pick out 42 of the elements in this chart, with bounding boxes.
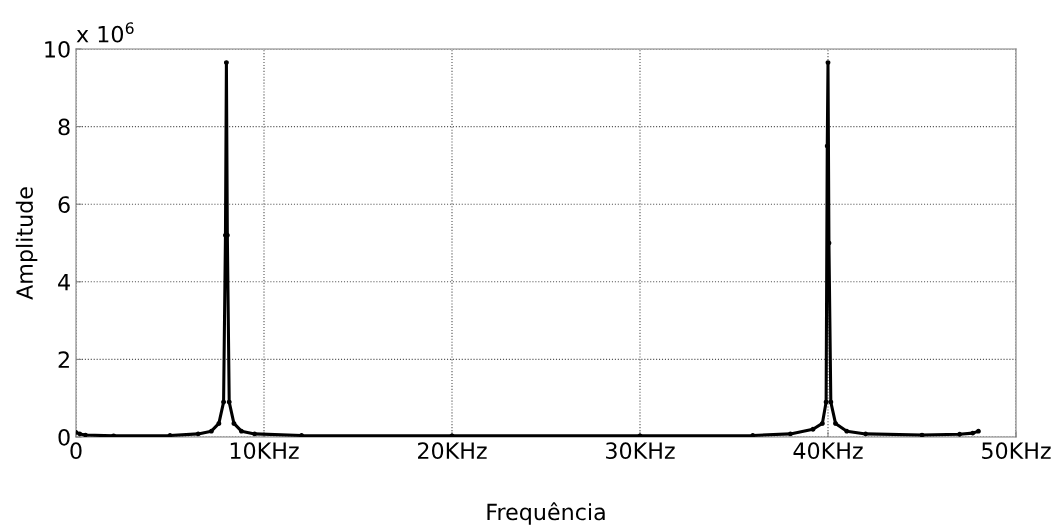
x-tick-label: 30KHz [606,442,675,460]
x-tick-label: 40KHz [793,442,863,460]
y-tick-label: 6 [58,196,70,213]
point [844,428,850,434]
x-tick-label: 0 [70,442,82,460]
point [787,431,793,437]
point [810,426,816,432]
point [299,433,305,437]
y-tick-label: 2 [58,351,69,368]
y-tick-label: 8 [58,118,70,136]
point [957,431,963,437]
x-tick-label: 10KHz [230,442,299,460]
point [226,399,232,405]
point [819,420,825,426]
point [208,428,214,434]
point [863,431,869,437]
point [825,60,831,66]
y-tick-label: 0 [58,428,70,446]
point [195,431,201,437]
x-tick-label: 20KHz [418,442,487,460]
point [833,420,838,426]
text: x 10$^{6}$ [76,22,134,43]
x-tick-label: 50KHz [982,442,1051,460]
point [975,428,981,434]
point [223,60,229,66]
point [919,432,925,437]
point [82,432,88,437]
point [167,433,173,437]
point [823,399,829,405]
point [750,433,756,437]
y-tick-label: 4 [58,274,70,291]
point [239,428,244,434]
point [231,420,237,426]
y-axis-title: Amplitude [15,187,38,300]
y-tick-label: 10 [45,40,70,58]
point [216,420,222,426]
point [221,399,227,405]
point [828,399,834,405]
x-axis-title: Frequência [487,502,605,525]
point [824,143,830,149]
point [252,431,258,437]
point [970,430,976,436]
